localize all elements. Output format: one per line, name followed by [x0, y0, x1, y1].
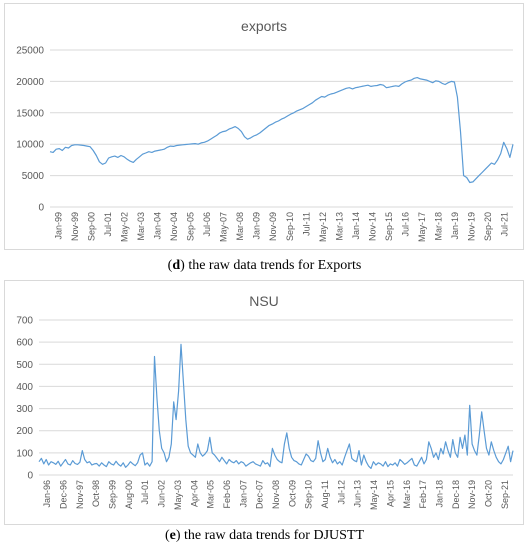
x-tick-label: Jun-02 [157, 480, 167, 508]
x-tick-label: Jan-99 [53, 212, 63, 240]
x-tick-label: Dec-96 [59, 480, 69, 509]
x-tick-label: Sep-00 [86, 212, 96, 241]
x-tick-label: Dec-18 [451, 480, 461, 509]
x-tick-label: Aug-11 [320, 480, 330, 508]
x-tick-label: Sep-20 [483, 212, 493, 241]
y-tick-label: 0 [38, 203, 44, 214]
y-tick-label: 400 [16, 382, 33, 393]
nsu-chart-panel: NSU 0 100 200 300 400 500 600 700 Jan-96 Dec-96 No… [4, 280, 524, 525]
y-tick-label: 200 [16, 426, 33, 437]
x-tick-label: Nov-08 [271, 480, 281, 509]
x-tick-label: Jan-09 [252, 212, 262, 240]
x-tick-label: Jan-96 [42, 480, 52, 508]
caption-e: (e) the raw data trends for DJUSTT [164, 528, 365, 543]
series-line [49, 76, 514, 184]
caption-d: (d) the raw data trends for Exports [167, 258, 362, 273]
x-tick-label: Jan-18 [434, 480, 444, 508]
x-tick-label: Sep-05 [186, 212, 196, 241]
x-tick-label: Jul-16 [401, 212, 411, 237]
x-tick-label: Aug-00 [124, 480, 134, 509]
series-line [38, 343, 514, 469]
x-tick-label: Mar-18 [434, 212, 444, 241]
x-tick-label: Apr-15 [385, 480, 395, 507]
y-tick-label: 5000 [22, 171, 45, 182]
exports-chart: 0 5000 10000 15000 20000 25000 Jan-99 Nov-99 Sep… [16, 46, 514, 242]
x-tick-label: Feb-06 [222, 480, 232, 509]
x-tick-label: Oct-20 [483, 480, 493, 507]
y-tick-label: 700 [16, 316, 33, 327]
x-tick-label: Sep-10 [304, 480, 314, 509]
x-tick-label: Jul-21 [500, 212, 510, 237]
exports-chart-panel: exports 0 5000 10000 15000 20000 25000 Jan-99 N… [4, 3, 524, 250]
x-tick-label: Sep-15 [384, 212, 394, 241]
x-tick-label: Dec-07 [255, 480, 265, 509]
x-tick-label: Jun-13 [353, 480, 363, 508]
x-tick-label: Jul-11 [301, 212, 311, 236]
x-tick-label: Nov-97 [75, 480, 85, 509]
x-tick-label: Nov-04 [169, 212, 179, 241]
x-tick-label: Jan-04 [152, 212, 162, 240]
x-tick-label: Apr-04 [189, 480, 199, 507]
x-tick-label: Mar-05 [206, 480, 216, 509]
x-tick-label: Jan-14 [351, 212, 361, 240]
caption-d-text: the raw data trends for Exports [184, 258, 362, 273]
x-tick-label: May-03 [173, 480, 183, 510]
y-tick-label: 20000 [16, 77, 44, 88]
x-tick-label: Mar-13 [334, 212, 344, 241]
x-tick-label: Oct-98 [91, 480, 101, 507]
caption-d-letter: d [172, 258, 181, 273]
x-tick-label: Mar-03 [136, 212, 146, 241]
caption-e-letter: e [169, 528, 176, 543]
x-tick-label: Oct-09 [287, 480, 297, 507]
x-tick-label: Feb-17 [418, 480, 428, 509]
x-tick-label: May-17 [417, 212, 427, 242]
x-tick-label: May-07 [219, 212, 229, 242]
x-tick-label: Nov-19 [467, 212, 477, 241]
x-tick-label: Jan-07 [238, 480, 248, 508]
x-tick-label: Nov-14 [367, 212, 377, 241]
x-tick-label: May-14 [369, 480, 379, 510]
x-tick-label: Nov-09 [268, 212, 278, 241]
x-tick-label: Jul-12 [336, 480, 346, 505]
y-tick-label: 600 [16, 338, 33, 349]
y-tick-label: 500 [16, 360, 33, 371]
x-tick-label: Mar-16 [402, 480, 412, 509]
y-tick-label: 25000 [16, 46, 44, 57]
x-tick-label: Mar-08 [235, 212, 245, 241]
nsu-chart: 0 100 200 300 400 500 600 700 Jan-96 Dec-96 Nov-97… [16, 316, 514, 510]
x-tick-label: May-12 [318, 212, 328, 242]
x-tick-label: May-02 [119, 212, 129, 242]
caption-e-text: the raw data trends for DJUSTT [180, 528, 365, 543]
x-tick-label: Nov-19 [467, 480, 477, 509]
y-tick-label: 100 [16, 448, 33, 459]
x-tick-label: Sep-21 [500, 480, 510, 509]
y-tick-label: 300 [16, 404, 33, 415]
x-tick-label: Sep-99 [108, 480, 118, 509]
nsu-chart-title: NSU [249, 293, 279, 309]
x-tick-label: Sep-10 [285, 212, 295, 241]
x-tick-label: Jul-01 [140, 480, 150, 505]
exports-chart-title: exports [241, 18, 287, 34]
y-tick-label: 15000 [16, 108, 44, 119]
x-tick-label: Nov-99 [70, 212, 80, 241]
y-tick-label: 0 [27, 471, 33, 482]
x-tick-label: Jan-19 [450, 212, 460, 240]
x-tick-label: Jul-01 [103, 212, 113, 237]
y-tick-label: 10000 [16, 140, 44, 151]
x-tick-label: Jul-06 [202, 212, 212, 237]
